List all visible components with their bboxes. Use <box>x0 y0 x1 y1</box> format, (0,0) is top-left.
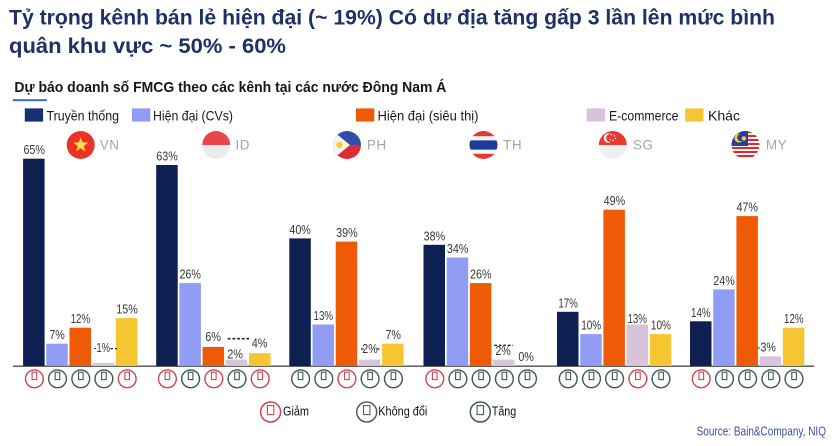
svg-text:65%: 65% <box>23 142 45 157</box>
svg-text:quân khu vực ~ 50% - 60%: quân khu vực ~ 50% - 60% <box>9 35 286 58</box>
svg-text:-1%: -1% <box>93 340 110 355</box>
svg-text:6%: 6% <box>205 329 221 344</box>
svg-text:40%: 40% <box>289 222 311 237</box>
svg-text:10%: 10% <box>581 318 601 333</box>
svg-text:PH: PH <box>367 137 387 152</box>
svg-text:38%: 38% <box>424 228 446 243</box>
svg-text:34%: 34% <box>447 241 469 256</box>
svg-text:12%: 12% <box>71 311 91 326</box>
svg-text:2%: 2% <box>227 347 243 362</box>
svg-text:2%: 2% <box>362 341 378 356</box>
svg-text:39%: 39% <box>336 225 358 240</box>
svg-text:26%: 26% <box>179 267 201 282</box>
svg-text:MY: MY <box>766 137 787 152</box>
svg-text:10%: 10% <box>651 318 671 333</box>
svg-text:Khác: Khác <box>708 108 740 124</box>
svg-text:Dự báo doanh số FMCG theo các: Dự báo doanh số FMCG theo các kênh tại c… <box>14 79 446 96</box>
svg-text:2%: 2% <box>495 343 511 358</box>
svg-text:Tăng: Tăng <box>492 403 516 418</box>
svg-text:Hiện đại (CVs): Hiện đại (CVs) <box>153 108 233 124</box>
svg-text:63%: 63% <box>156 149 178 164</box>
svg-text:-3%: -3% <box>757 339 776 354</box>
svg-text:13%: 13% <box>314 308 334 323</box>
svg-text:7%: 7% <box>385 327 401 342</box>
svg-text:14%: 14% <box>691 305 711 320</box>
svg-text:Không đổi: Không đổi <box>378 403 427 418</box>
svg-text:7%: 7% <box>49 327 65 342</box>
svg-text:Giảm: Giảm <box>283 403 309 418</box>
svg-text:24%: 24% <box>713 273 735 288</box>
svg-text:0%: 0% <box>518 349 534 364</box>
svg-text:13%: 13% <box>627 311 647 326</box>
svg-text:17%: 17% <box>558 295 578 310</box>
svg-text:15%: 15% <box>116 302 138 317</box>
svg-text:12%: 12% <box>784 311 804 326</box>
svg-text:ID: ID <box>236 137 251 152</box>
svg-text:Source: Bain&Company, NIQ: Source: Bain&Company, NIQ <box>697 425 827 439</box>
svg-text:VN: VN <box>100 137 120 152</box>
svg-text:4%: 4% <box>252 335 268 350</box>
svg-text:49%: 49% <box>604 193 626 208</box>
svg-text:E-commerce: E-commerce <box>609 108 679 124</box>
svg-text:Hiện đại (siêu thị): Hiện đại (siêu thị) <box>378 108 479 124</box>
svg-text:26%: 26% <box>470 267 492 282</box>
svg-text:Truyền thống: Truyền thống <box>47 108 120 124</box>
svg-text:47%: 47% <box>736 200 758 215</box>
svg-text:Tỷ trọng kênh bán lẻ hiện đại: Tỷ trọng kênh bán lẻ hiện đại (~ 19%) Có… <box>9 6 775 29</box>
svg-text:TH: TH <box>503 137 522 152</box>
svg-text:SG: SG <box>633 137 654 152</box>
